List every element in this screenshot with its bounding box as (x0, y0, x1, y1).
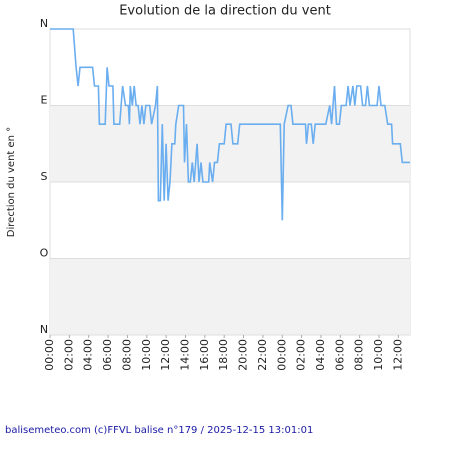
x-tick-label: 02:00 (295, 339, 308, 371)
line (50, 28, 410, 221)
chart-title: Evolution de la direction du vent (119, 4, 331, 19)
x-tick-label: 12:00 (391, 339, 404, 371)
footer: balisemeteo.com (c)FFVL balise n°179 / 2… (5, 425, 313, 436)
grid-band (50, 258, 410, 335)
x-tick-label: 04:00 (314, 339, 327, 371)
y-tick-label: S (41, 170, 48, 183)
x-tick-label: 18:00 (217, 339, 230, 371)
x-tick-label: 22:00 (256, 339, 269, 371)
y-tick-label: E (41, 94, 48, 107)
x-tick-label: 16:00 (198, 339, 211, 371)
x-tick-label: 08:00 (353, 339, 366, 371)
y-tick-label: N (40, 323, 48, 336)
grid-band (50, 105, 410, 182)
x-tick-label: 02:00 (62, 339, 75, 371)
x-tick-label: 00:00 (275, 339, 288, 371)
x-tick-label: 20:00 (237, 339, 250, 371)
x-tick-label: 08:00 (120, 339, 133, 371)
x-tick-label: 04:00 (82, 339, 95, 371)
y-axis-label: Direction du vent en ° (6, 127, 17, 237)
x-tick-label: 06:00 (101, 339, 114, 371)
y-tick-label: O (40, 247, 49, 260)
x-tick-label: 06:00 (333, 339, 346, 371)
x-tick-label: 00:00 (43, 339, 56, 371)
x-tick-label: 12:00 (159, 339, 172, 371)
x-tick-label: 10:00 (140, 339, 153, 371)
y-tick-label: N (40, 17, 48, 30)
x-tick-label: 14:00 (178, 339, 191, 371)
x-tick-label: 10:00 (372, 339, 385, 371)
